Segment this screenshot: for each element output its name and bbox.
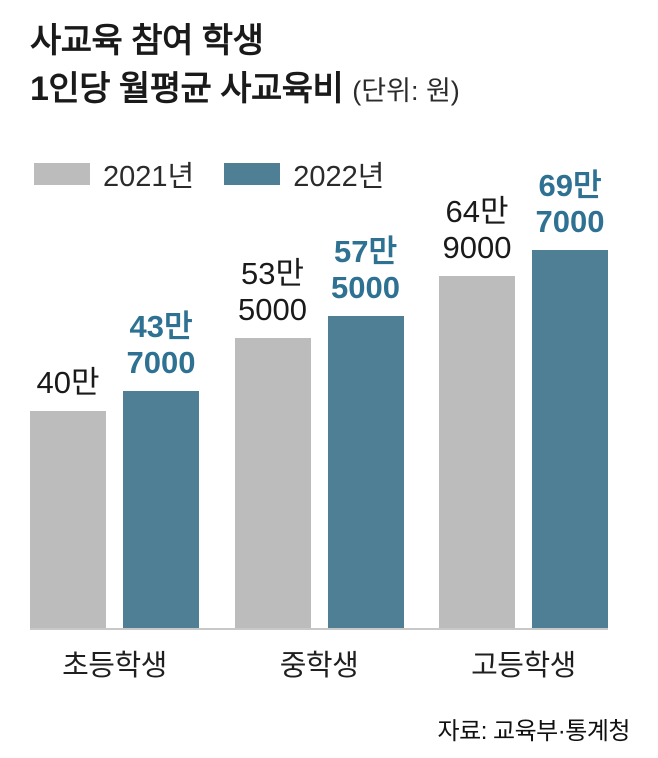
legend-label: 2021년 xyxy=(103,161,195,193)
value-label-line: 43만 xyxy=(129,308,193,344)
value-label: 43만 7000 xyxy=(127,309,196,382)
bar-chart: 40만 43만 7000 53만 5000 57만 5000 64만 9000 69만 7000 초… xyxy=(30,168,608,684)
value-label-line: 5000 xyxy=(238,292,307,328)
value-label: 69만 7000 xyxy=(536,168,605,241)
category-label-고등학생: 고등학생 xyxy=(471,650,576,682)
chart-title-text: 1인당 월평균 사교육비 xyxy=(30,69,344,108)
bar-2022년-초등학생 xyxy=(123,391,199,628)
value-label-line: 7000 xyxy=(126,345,196,381)
value-label: 64만 9000 xyxy=(443,194,512,267)
legend-swatch xyxy=(224,163,281,185)
bar-group-2: 53만 5000 57만 5000 xyxy=(234,234,404,628)
chart-title-line2: 1인당 월평균 사교육비 (단위: 원) xyxy=(30,66,460,114)
value-label-line: 53만 xyxy=(240,255,304,291)
chart-unit-label: (단위: 원) xyxy=(352,75,460,106)
category-label-초등학생: 초등학생 xyxy=(62,650,167,682)
bar-2021년-초등학생 xyxy=(30,411,106,628)
category-label-중학생: 중학생 xyxy=(279,650,359,682)
chart-title-line1: 사교육 참여 학생 xyxy=(30,22,264,60)
value-label-line: 40만 xyxy=(36,365,100,401)
bar-column: 57만 5000 xyxy=(327,234,404,628)
bar-column: 53만 5000 xyxy=(234,256,311,628)
legend-swatch xyxy=(34,163,90,185)
bar-group-3: 64만 9000 69만 7000 xyxy=(439,168,608,628)
bar-group-1: 40만 43만 7000 xyxy=(30,309,199,628)
value-label-line: 57만 xyxy=(333,233,397,269)
legend-item-2021년: 2021년 xyxy=(34,153,194,195)
bar-2021년-고등학생 xyxy=(439,276,515,628)
value-label-line: 69만 xyxy=(538,167,602,203)
legend-label: 2022년 xyxy=(293,161,385,193)
title-block: 사교육 참여 학생 1인당 월평균 사교육비 (단위: 원) xyxy=(30,18,460,113)
bar-column: 40만 xyxy=(30,365,106,628)
category-labels-row: 초등학생 중학생 고등학생 xyxy=(30,642,608,684)
legend-item-2022년: 2022년 xyxy=(224,153,384,195)
value-label: 57만 5000 xyxy=(331,234,400,307)
bar-2022년-고등학생 xyxy=(532,250,608,628)
bars-area: 40만 43만 7000 53만 5000 57만 5000 64만 9000 69만 7000 xyxy=(30,168,608,630)
bar-column: 69만 7000 xyxy=(532,168,608,628)
source-text: 자료: 교육부·통계청 xyxy=(437,718,631,745)
bar-column: 43만 7000 xyxy=(123,309,199,628)
value-label-line: 64만 xyxy=(445,193,509,229)
bar-2022년-중학생 xyxy=(327,316,404,628)
bar-2021년-중학생 xyxy=(234,338,311,628)
value-label-line: 7000 xyxy=(535,204,605,240)
value-label: 40만 xyxy=(36,365,99,402)
bar-column: 64만 9000 xyxy=(439,194,515,628)
value-label: 53만 5000 xyxy=(238,256,307,329)
value-label-line: 5000 xyxy=(331,270,400,306)
legend: 2021년 2022년 xyxy=(34,153,384,195)
value-label-line: 9000 xyxy=(442,230,512,266)
